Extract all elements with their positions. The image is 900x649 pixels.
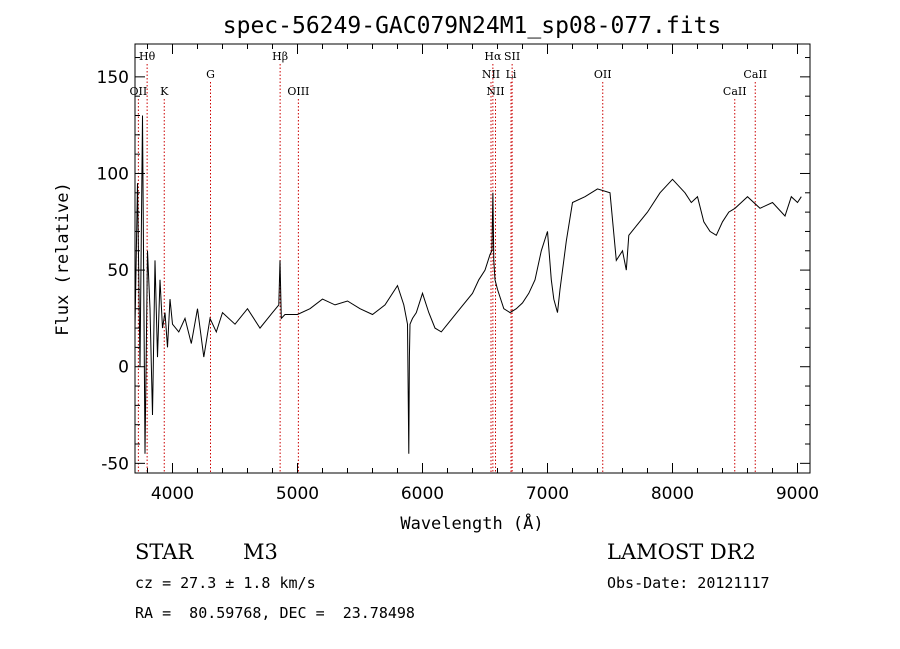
y-tick-label: 0 — [118, 358, 129, 378]
spectral-line-label: CaII — [723, 85, 747, 98]
spectral-line-label: SII — [504, 50, 520, 63]
axis-ticks — [135, 44, 810, 473]
spectral-line-label: Li — [506, 68, 517, 81]
spectral-line-label: OIII — [287, 85, 309, 98]
spectral-line-label: Hθ — [139, 50, 156, 63]
coordinates: RA = 80.59768, DEC = 23.78498 — [135, 604, 415, 622]
tick-labels: 4000 5000 6000 7000 8000 9000 -50 0 50 100 150 — [97, 68, 820, 504]
spectrum-line — [134, 115, 802, 454]
y-axis-label: Flux (relative) — [53, 182, 73, 336]
plot-frame — [134, 43, 811, 474]
spectral-line-label: CaII — [743, 68, 767, 81]
x-tick-label: 4000 — [151, 484, 194, 504]
chart-title: spec-56249-GAC079N24M1_sp08-077.fits — [223, 13, 722, 39]
y-tick-label: 50 — [107, 261, 129, 281]
observation-date: Obs-Date: 20121117 — [607, 574, 770, 592]
spectral-line-label: OII — [130, 85, 148, 98]
object-class: STAR — [135, 540, 194, 564]
x-tick-label: 6000 — [401, 484, 444, 504]
spectral-line-label: K — [160, 85, 169, 98]
redshift-readout: cz = 27.3 ± 1.8 km/s — [135, 574, 316, 592]
x-axis-label: Wavelength (Å) — [400, 512, 543, 534]
spectral-line-label: Hβ — [272, 50, 288, 63]
spectral-line-label: NII — [482, 68, 500, 81]
x-tick-label: 8000 — [651, 484, 694, 504]
x-tick-label: 5000 — [276, 484, 319, 504]
spectral-line-label: Hα — [484, 50, 502, 63]
x-tick-label: 7000 — [526, 484, 569, 504]
subclass: M3 — [243, 540, 278, 564]
spectral-line-label: NII — [486, 85, 504, 98]
spectral-line-label: OII — [594, 68, 612, 81]
y-tick-label: -50 — [101, 454, 129, 474]
spectral-line-label: G — [206, 68, 215, 81]
y-tick-label: 100 — [97, 164, 129, 184]
x-tick-label: 9000 — [776, 484, 819, 504]
survey-name: LAMOST DR2 — [607, 540, 756, 564]
y-tick-label: 150 — [97, 68, 129, 88]
